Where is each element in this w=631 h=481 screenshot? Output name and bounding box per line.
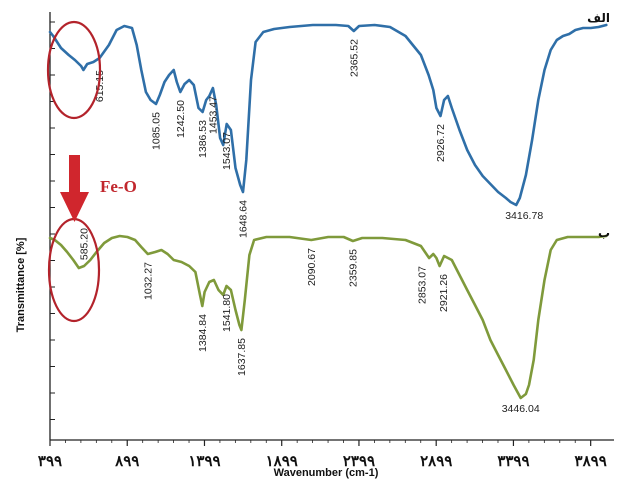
peak-label: 2359.85: [347, 249, 359, 287]
y-axis-title: Transmittance [%]: [15, 237, 27, 332]
series-name-label: ب: [598, 226, 610, 240]
x-tick-label: ۱۳۹۹: [188, 452, 220, 470]
x-tick-label: ۳۸۹۹: [575, 452, 607, 470]
peak-label: 1032.27: [142, 262, 154, 300]
x-tick-label: ۳۹۹: [38, 452, 62, 470]
peak-label: 1242.50: [175, 100, 187, 138]
peak-label: 585.20: [78, 228, 90, 260]
fe-o-annotation-label: Fe-O: [100, 177, 137, 196]
x-axis-tick-labels: ۳۹۹ ۸۹۹ ۱۳۹۹ ۱۸۹۹ ۲۳۹۹ ۲۸۹۹ ۳۳۹۹ ۳۸۹۹: [38, 452, 607, 470]
x-axis-ticks: [49, 440, 592, 446]
peak-label: 2926.72: [435, 124, 447, 162]
peak-label: 1386.53: [197, 120, 209, 158]
peak-label: 1543.07: [221, 132, 233, 170]
x-tick-label: ۲۸۹۹: [420, 452, 452, 470]
x-tick-label: ۱۸۹۹: [266, 452, 298, 470]
peak-label: 1453.47: [207, 96, 219, 134]
series-labels: الف ب: [587, 11, 610, 240]
x-tick-label: ۸۹۹: [114, 452, 139, 470]
peak-label: 1085.05: [151, 112, 163, 150]
series-line-1: [48, 23, 608, 207]
y-axis-ticks: [50, 21, 55, 420]
peak-label: 1648.64: [238, 200, 250, 238]
peak-label: 3416.78: [505, 210, 543, 222]
fe-o-arrow-icon: [60, 155, 89, 222]
x-tick-label: ۲۳۹۹: [343, 452, 375, 470]
series-line-2: [48, 234, 608, 400]
peak-label: 1541.80: [221, 294, 233, 332]
peak-label: 2921.26: [438, 274, 450, 312]
peak-label: 1637.85: [236, 338, 248, 376]
peak-label: 2090.67: [306, 248, 318, 286]
peak-label: 1384.84: [197, 314, 209, 352]
peak-label: 2365.52: [348, 39, 360, 77]
series-name-label: الف: [587, 11, 610, 25]
x-tick-label: ۳۳۹۹: [497, 452, 529, 470]
peak-label: 3446.04: [502, 403, 540, 415]
fe-o-highlight-ellipse-top: [46, 20, 102, 120]
x-axis-title: Wavenumber (cm-1): [274, 467, 379, 479]
series-lines: [48, 23, 608, 400]
peak-label: 2853.07: [417, 266, 429, 304]
